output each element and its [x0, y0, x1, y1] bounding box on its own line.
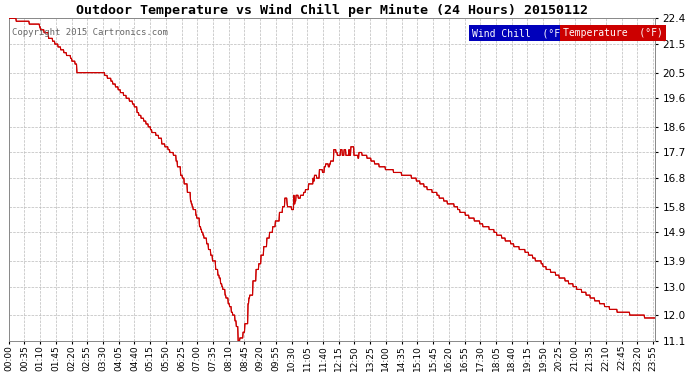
Title: Outdoor Temperature vs Wind Chill per Minute (24 Hours) 20150112: Outdoor Temperature vs Wind Chill per Mi… [76, 4, 588, 17]
Text: Wind Chill  (°F): Wind Chill (°F) [472, 28, 566, 38]
Text: Temperature  (°F): Temperature (°F) [563, 28, 663, 38]
Text: Copyright 2015 Cartronics.com: Copyright 2015 Cartronics.com [12, 28, 168, 37]
